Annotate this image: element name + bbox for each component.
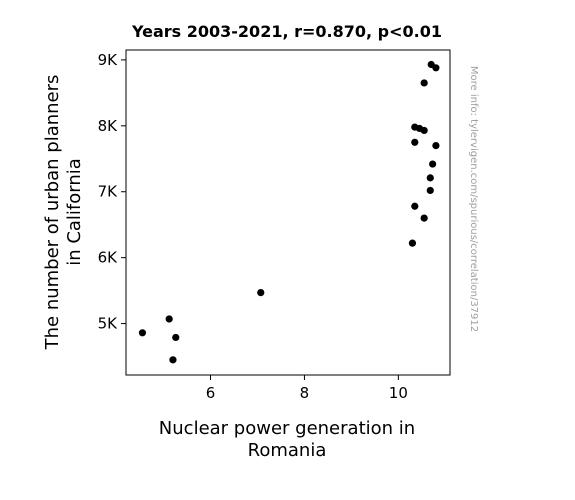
data-point	[432, 64, 440, 72]
x-axis-label-line-1: Nuclear power generation in	[159, 418, 415, 439]
data-point	[408, 239, 417, 247]
y-tick-label: 6K	[98, 249, 119, 267]
data-point	[420, 79, 428, 87]
data-point	[172, 333, 180, 342]
y-tick-label: 9K	[98, 51, 119, 69]
data-points	[138, 60, 440, 364]
data-point	[257, 288, 265, 297]
watermark: More info: tylervigen.com/spurious/corre…	[468, 66, 479, 332]
data-point	[169, 356, 177, 364]
x-axis: 6 8 10	[206, 375, 408, 402]
chart-title: Years 2003-2021, r=0.870, p<0.01	[131, 22, 442, 41]
data-point	[420, 126, 428, 135]
y-tick-label: 5K	[98, 315, 119, 333]
x-tick-label: 8	[300, 384, 310, 402]
y-tick-label: 8K	[98, 117, 119, 135]
x-axis-label-line-2: Romania	[248, 440, 327, 461]
data-point	[420, 214, 428, 222]
y-axis-label-line-1: The number of urban planners	[42, 75, 63, 351]
data-point	[165, 315, 173, 323]
data-point	[429, 160, 437, 168]
y-axis: 5K 6K 7K 8K 9K	[98, 51, 126, 333]
x-tick-label: 10	[389, 384, 408, 402]
y-axis-label-line-2: in California	[64, 158, 85, 266]
data-point	[426, 186, 434, 195]
data-point	[411, 138, 419, 146]
y-tick-label: 7K	[98, 183, 119, 201]
x-tick-label: 6	[206, 384, 216, 402]
data-point	[138, 329, 147, 337]
data-point	[426, 174, 434, 182]
plot-area	[125, 49, 451, 376]
data-point	[411, 202, 419, 210]
data-point	[432, 141, 440, 150]
